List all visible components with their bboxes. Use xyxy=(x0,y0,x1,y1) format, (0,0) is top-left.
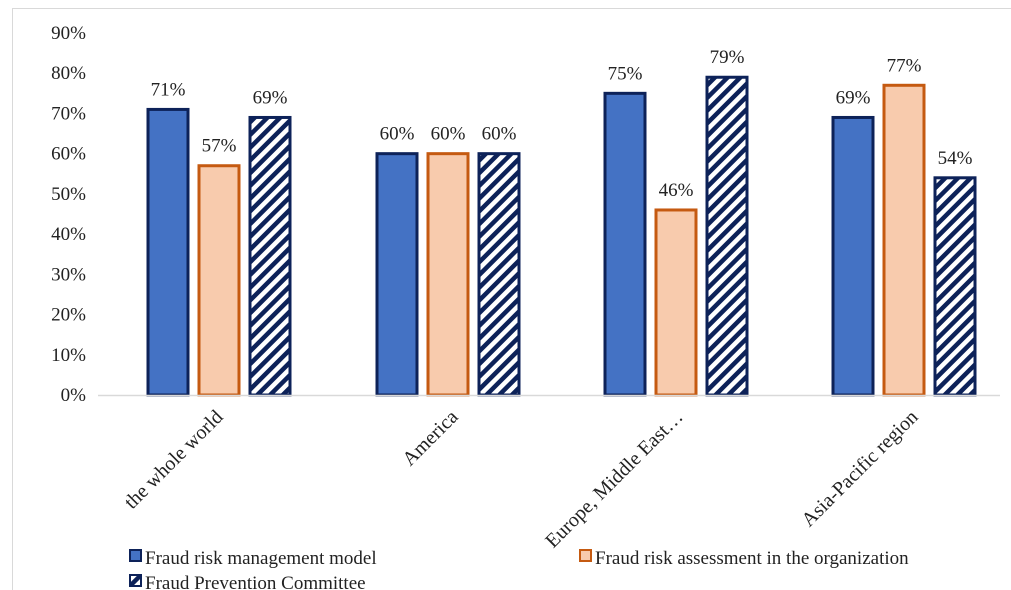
y-tick-label: 80% xyxy=(51,63,86,84)
bar xyxy=(248,115,292,397)
data-label: 77% xyxy=(887,55,922,76)
data-label: 60% xyxy=(431,124,466,145)
data-label: 79% xyxy=(710,47,745,68)
y-tick-label: 40% xyxy=(51,224,86,245)
y-tick-label: 0% xyxy=(61,385,87,406)
bar xyxy=(197,164,241,397)
bar xyxy=(375,152,419,397)
y-tick-label: 60% xyxy=(51,144,86,165)
y-tick-label: 50% xyxy=(51,184,86,205)
bar xyxy=(831,115,875,397)
y-tick-label: 10% xyxy=(51,345,86,366)
bar xyxy=(933,176,977,397)
legend: Fraud risk management model Fraud risk as… xyxy=(129,548,909,590)
bar xyxy=(603,91,647,397)
bar xyxy=(705,75,749,397)
data-label: 69% xyxy=(836,87,871,108)
bar xyxy=(426,152,470,397)
legend-swatch xyxy=(579,549,592,562)
bars xyxy=(146,75,977,397)
data-label: 54% xyxy=(938,148,973,169)
data-label: 60% xyxy=(380,124,415,145)
x-tick-label: the whole world xyxy=(120,406,227,513)
data-label: 71% xyxy=(151,79,186,100)
data-label: 46% xyxy=(659,180,694,201)
bar xyxy=(882,83,926,397)
bar xyxy=(654,208,698,397)
data-labels: 71% 60% 75% 69% 57% 60% 46% 77% 69% 60% 79% 54% xyxy=(151,47,973,201)
x-axis: the whole world America Europe, Middle Eas… xyxy=(98,394,1000,552)
bar xyxy=(146,107,190,397)
legend-swatch xyxy=(129,549,142,562)
x-tick-label: America xyxy=(398,406,462,470)
y-axis: 0% 10% 20% 30% 40% 50% 60% 70% 80% 90% xyxy=(51,23,86,406)
y-tick-label: 30% xyxy=(51,264,86,285)
chart-frame xyxy=(12,8,1011,590)
data-label: 69% xyxy=(253,87,288,108)
y-tick-label: 90% xyxy=(51,23,86,44)
y-tick-label: 70% xyxy=(51,103,86,124)
legend-label: Fraud Prevention Committee xyxy=(145,573,366,590)
y-tick-label: 20% xyxy=(51,305,86,326)
legend-label: Fraud risk assessment in the organizatio… xyxy=(595,548,909,569)
x-tick-label: Asia-Pacific region xyxy=(797,406,922,531)
x-tick-label: Europe, Middle East… xyxy=(541,406,687,552)
data-label: 75% xyxy=(608,63,643,84)
legend-swatch xyxy=(129,574,142,587)
data-label: 57% xyxy=(202,136,237,157)
data-label: 60% xyxy=(482,124,517,145)
bar xyxy=(477,152,521,397)
legend-label: Fraud risk management model xyxy=(145,548,377,569)
